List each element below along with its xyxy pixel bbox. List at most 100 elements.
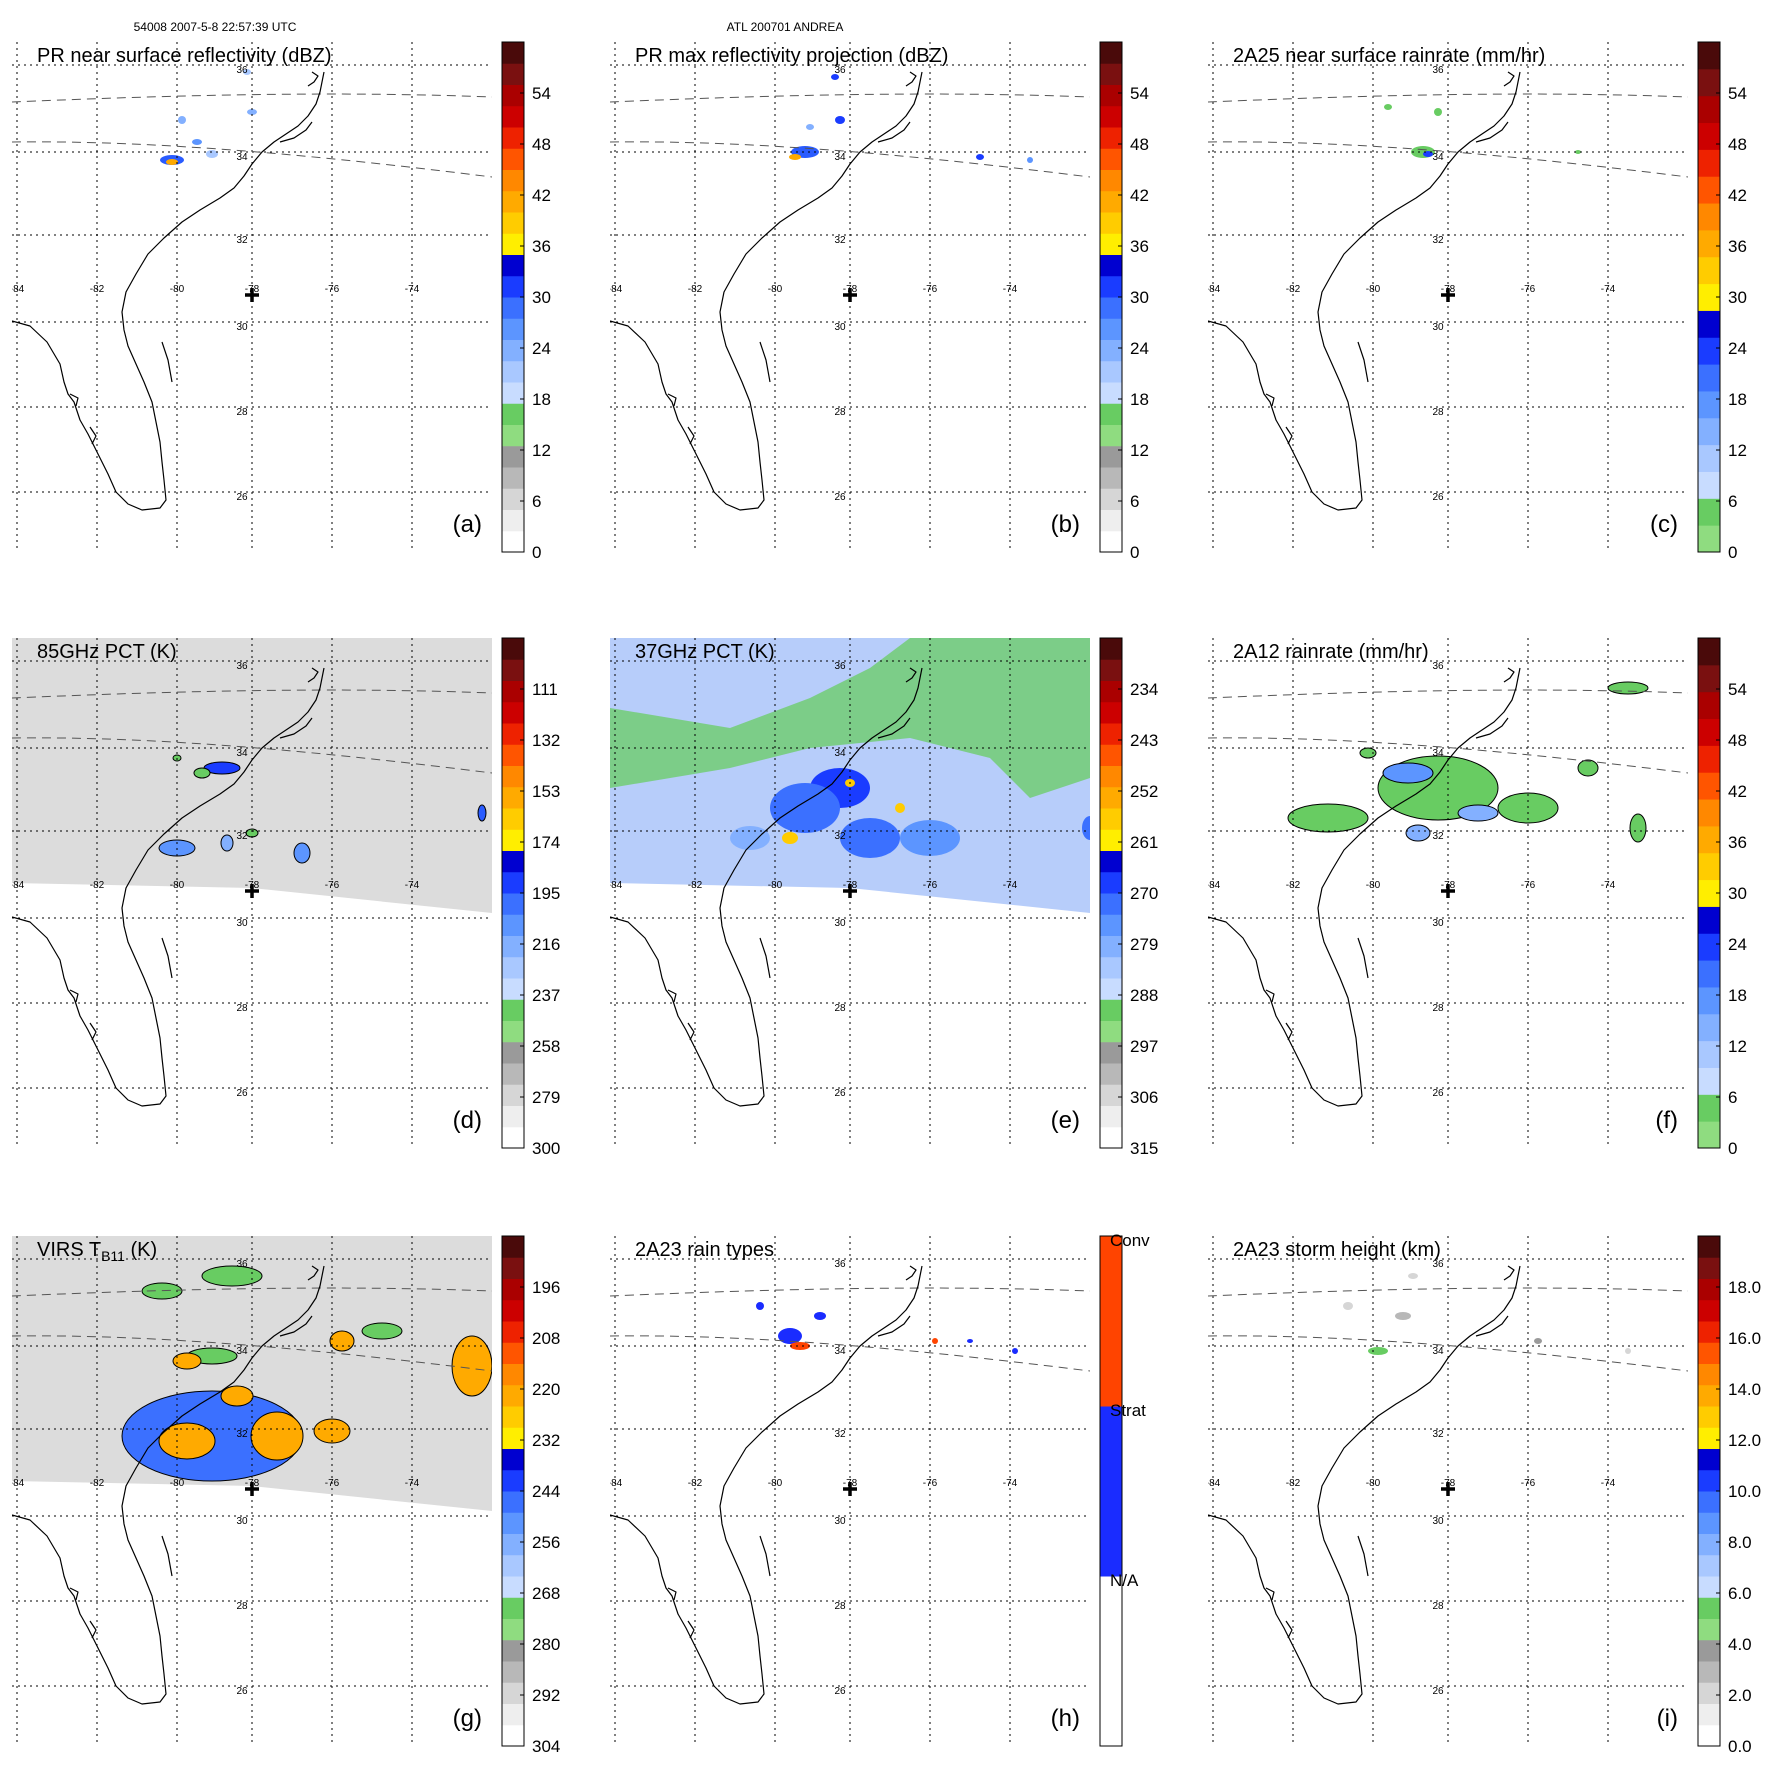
colorbar-segment bbox=[1100, 659, 1122, 681]
colorbar-segment bbox=[1698, 1363, 1720, 1386]
colorbar-label: 292 bbox=[532, 1686, 560, 1705]
colorbar-label: 261 bbox=[1130, 833, 1158, 852]
storm-center-marker bbox=[245, 288, 259, 302]
colorbar-segment bbox=[502, 1618, 524, 1641]
colorbar-label: 132 bbox=[532, 731, 560, 750]
colorbar-segment bbox=[1100, 808, 1122, 830]
lat-label: 26 bbox=[236, 1088, 248, 1099]
colorbar-label: Strat bbox=[1110, 1401, 1146, 1420]
lon-label: -74 bbox=[1601, 1478, 1616, 1489]
lat-label: 34 bbox=[236, 748, 248, 759]
colorbar-segment bbox=[1698, 718, 1720, 746]
map-f: -84 -82 -80 -78 -76 -74 36 34 32 30 28 26 bbox=[1208, 638, 1688, 1148]
rain-feature bbox=[790, 1342, 810, 1350]
map-d: -84 -82 -80 -78 -76 -74 36 34 32 30 28 26 bbox=[12, 638, 492, 1148]
colorbar-segment bbox=[1698, 1724, 1720, 1747]
title-tail: (K) bbox=[125, 1239, 157, 1261]
rain-feature bbox=[1384, 104, 1392, 110]
colorbar-segment bbox=[1698, 1597, 1720, 1619]
swath-edge-south bbox=[12, 737, 492, 774]
colorbar-segment bbox=[502, 212, 524, 234]
colorbar-label: 42 bbox=[532, 186, 551, 205]
rain-feature bbox=[967, 1339, 973, 1343]
colorbar-segment bbox=[1698, 1321, 1720, 1343]
colorbar-segment bbox=[502, 105, 524, 128]
colorbar-segment bbox=[1698, 1682, 1720, 1704]
colorbar-segment bbox=[1100, 1084, 1122, 1106]
colorbar-segment bbox=[1698, 42, 1720, 70]
lat-label: 26 bbox=[236, 1686, 248, 1697]
colorbar-label: 244 bbox=[532, 1482, 560, 1501]
lat-label: 32 bbox=[236, 831, 248, 842]
colorbar-segment bbox=[502, 850, 524, 873]
lat-label: 28 bbox=[236, 1003, 248, 1014]
panel-g: -84 -82 -80 -78 -76 -74 36 34 32 30 28 26 VIRS TB11 … bbox=[12, 1235, 560, 1756]
lat-label: 28 bbox=[1432, 1601, 1444, 1612]
panel-title: 2A23 storm height (km) bbox=[1233, 1239, 1441, 1261]
lat-label: 28 bbox=[834, 1601, 846, 1612]
swath-edge-north bbox=[610, 93, 1090, 103]
title-subscript: B11 bbox=[101, 1248, 125, 1264]
colorbar-segment bbox=[502, 233, 524, 255]
colorbar: 54 48 42 36 30 24 18 12 6 0 bbox=[501, 41, 551, 562]
colorbar-segment bbox=[502, 871, 524, 894]
colorbar-segment bbox=[502, 1533, 524, 1556]
colorbar: 54 48 42 36 30 24 18 12 6 0 bbox=[1697, 637, 1747, 1158]
colorbar-segment bbox=[502, 1661, 524, 1683]
colorbar-label: 18 bbox=[1728, 390, 1747, 409]
colorbar-segment bbox=[502, 1342, 524, 1364]
colorbar-segment bbox=[1100, 638, 1122, 660]
colorbar-segment bbox=[502, 1703, 524, 1726]
colorbar-segment bbox=[502, 701, 524, 724]
lon-label: -80 bbox=[1366, 284, 1381, 295]
colorbar-segment bbox=[502, 509, 524, 532]
panel-title: 2A25 near surface rainrate (mm/hr) bbox=[1233, 45, 1545, 67]
colorbar-segment bbox=[502, 999, 524, 1021]
lat-label: 32 bbox=[834, 235, 846, 246]
colorbar-label: 30 bbox=[1728, 288, 1747, 307]
colorbar-label: 0 bbox=[1728, 1139, 1737, 1158]
map-g: -84 -82 -80 -78 -76 -74 36 34 32 30 28 26 bbox=[12, 1236, 492, 1746]
colorbar: 111 132 153 174 195 216 237 258 279 300 bbox=[501, 637, 560, 1158]
lat-label: 28 bbox=[834, 407, 846, 418]
rain-feature bbox=[172, 1352, 202, 1370]
rain-feature bbox=[895, 803, 905, 813]
map-i: -84 -82 -80 -78 -76 -74 36 34 32 30 28 26 bbox=[1206, 1236, 1688, 1746]
colorbar-segment bbox=[1698, 691, 1720, 720]
rain-feature bbox=[1012, 1348, 1018, 1354]
colorbar-segment bbox=[1100, 445, 1122, 468]
lon-label: -84 bbox=[1206, 1478, 1221, 1489]
map-b: -84 -82 -80 -78 -76 -74 36 34 32 30 28 26 bbox=[610, 42, 1090, 552]
colorbar-segment bbox=[502, 339, 524, 362]
colorbar-label: 0.0 bbox=[1728, 1737, 1752, 1756]
colorbar: 54 48 42 36 30 24 18 12 6 0 bbox=[1697, 41, 1747, 562]
colorbar-segment bbox=[502, 744, 524, 766]
colorbar-segment bbox=[502, 1278, 524, 1301]
colorbar-label: 288 bbox=[1130, 986, 1158, 1005]
colorbar-segment bbox=[502, 318, 524, 340]
colorbar: 18.0 16.0 14.0 12.0 10.0 8.0 6.0 4.0 2.0 0.0 bbox=[1697, 1235, 1761, 1756]
colorbar-segment bbox=[1100, 701, 1122, 724]
colorbar-segment bbox=[502, 1299, 524, 1322]
colorbar-label: 54 bbox=[1728, 680, 1747, 699]
lon-label: -84 bbox=[608, 880, 623, 891]
colorbar-label: 297 bbox=[1130, 1037, 1158, 1056]
colorbar-segment bbox=[502, 42, 524, 64]
lat-label: 36 bbox=[236, 661, 248, 672]
colorbar-segment bbox=[502, 914, 524, 936]
colorbar-label: 216 bbox=[532, 935, 560, 954]
lon-label: -82 bbox=[90, 284, 105, 295]
colorbar-segment bbox=[1698, 879, 1720, 907]
lon-label: -78 bbox=[843, 1478, 858, 1489]
colorbar-label: 12 bbox=[532, 441, 551, 460]
colorbar-label: 12.0 bbox=[1728, 1431, 1761, 1450]
colorbar-segment bbox=[502, 530, 524, 553]
lat-label: 26 bbox=[236, 492, 248, 503]
colorbar-label: 14.0 bbox=[1728, 1380, 1761, 1399]
swath-edge-north bbox=[610, 1287, 1090, 1297]
lon-label: -76 bbox=[325, 880, 340, 891]
colorbar-segment bbox=[502, 84, 524, 107]
colorbar-segment bbox=[1698, 1342, 1720, 1364]
colorbar-segment bbox=[1698, 471, 1720, 499]
colorbar-label: 24 bbox=[532, 339, 551, 358]
